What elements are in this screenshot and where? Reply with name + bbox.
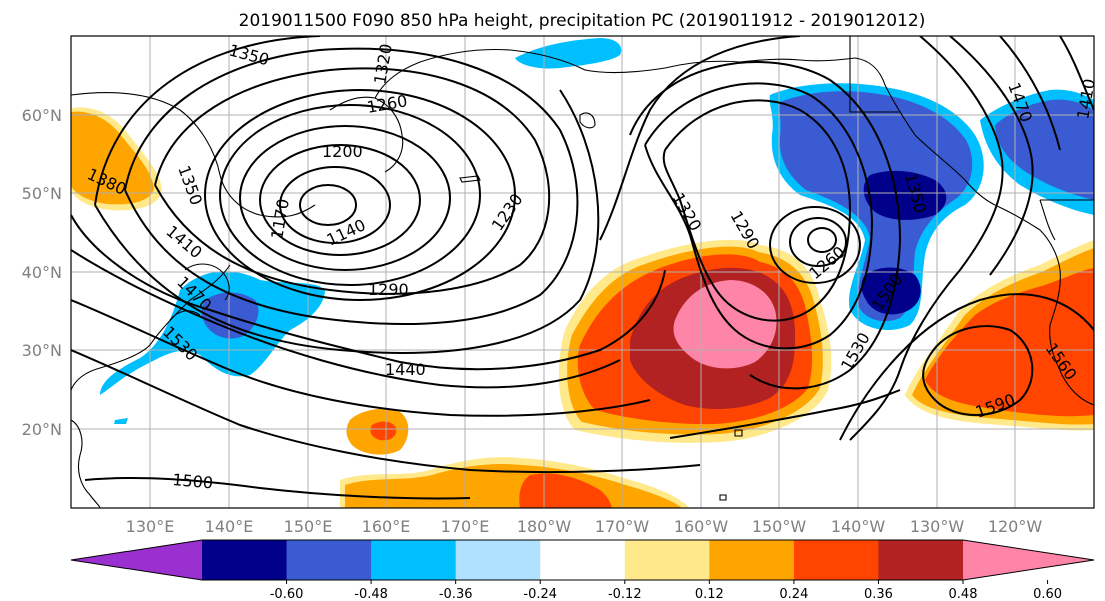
colorbar-tick-label: 0.48	[949, 587, 978, 601]
positive-precip-shading	[71, 107, 1094, 508]
lon-label: 140°W	[831, 517, 886, 536]
colorbar-tick-label: -0.24	[523, 587, 557, 601]
colorbar-extend-right	[963, 540, 1094, 580]
longitude-labels: 130°E 140°E 150°E 160°E 170°E 180°W 170°…	[126, 517, 1043, 536]
colorbar-segment	[540, 540, 626, 580]
contour-label: 1440	[385, 360, 426, 379]
graticule	[71, 36, 1094, 508]
negative-precip-shading	[100, 38, 1094, 424]
colorbar-tick-label: -0.48	[354, 587, 388, 601]
lon-label: 150°E	[284, 517, 333, 536]
lon-label: 130°W	[910, 517, 965, 536]
lon-label: 160°E	[362, 517, 411, 536]
colorbar-segment	[455, 540, 541, 580]
latitude-labels: 60°N 50°N 40°N 30°N 20°N	[22, 106, 62, 439]
lon-label: 150°W	[752, 517, 807, 536]
coastlines	[71, 36, 1094, 508]
map-title: 2019011500 F090 850 hPa height, precipit…	[239, 11, 926, 31]
colorbar-tick-label: -0.12	[608, 587, 642, 601]
colorbar-segment	[709, 540, 795, 580]
contour-label: 1500	[172, 470, 214, 492]
colorbar-tick-label: 0.24	[779, 587, 808, 601]
colorbar-segment	[624, 540, 710, 580]
colorbar-segment	[286, 540, 372, 580]
colorbar-segment	[371, 540, 457, 580]
map-frame	[70, 35, 1095, 509]
colorbar: -0.60 -0.48 -0.36 -0.24 -0.12 0.12 0.24 0.36 0.4…	[70, 539, 1095, 601]
contour-label: 1410	[1073, 77, 1099, 120]
colorbar-extend-left	[71, 540, 202, 580]
lon-label: 120°W	[988, 517, 1043, 536]
lon-label: 180°W	[517, 517, 572, 536]
contour-label: 1290	[368, 280, 409, 299]
lat-label: 40°N	[22, 263, 62, 282]
colorbar-segment	[793, 540, 879, 580]
lon-label: 130°E	[126, 517, 175, 536]
colorbar-segment	[202, 540, 288, 580]
lon-label: 170°E	[441, 517, 490, 536]
lat-label: 60°N	[22, 106, 62, 125]
colorbar-segment	[878, 540, 964, 580]
lat-label: 50°N	[22, 184, 62, 203]
lon-label: 140°E	[205, 517, 254, 536]
colorbar-tick-label: 0.12	[695, 587, 724, 601]
height-contours	[71, 36, 1094, 500]
colorbar-tick-label: -0.36	[439, 587, 473, 601]
colorbar-tick-label: -0.60	[270, 587, 304, 601]
map-panel: 1350 1320 1260 1380 1350 1200 1410 1170 …	[71, 36, 1099, 508]
lon-label: 160°W	[674, 517, 729, 536]
lat-label: 20°N	[22, 420, 62, 439]
colorbar-tick-label: 0.36	[864, 587, 893, 601]
lat-label: 30°N	[22, 341, 62, 360]
lon-label: 170°W	[595, 517, 650, 536]
colorbar-outline	[70, 539, 1095, 581]
colorbar-tick-label: 0.60	[1033, 587, 1062, 601]
contour-label: 1200	[322, 142, 363, 161]
